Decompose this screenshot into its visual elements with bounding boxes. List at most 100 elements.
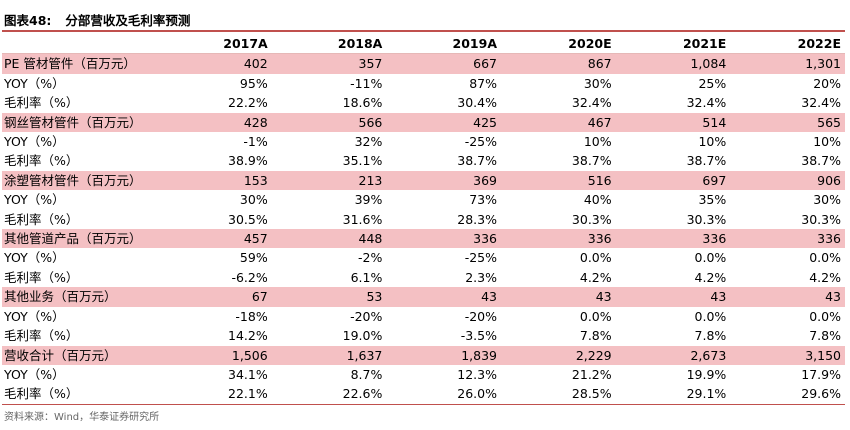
table-cell: 10% bbox=[813, 134, 841, 150]
table-cell: 1,637 bbox=[271, 345, 387, 365]
table-cell: 4.2% bbox=[694, 269, 727, 285]
table-row: 毛利率（%） 30.5% 31.6% 28.3% 30.3% 30.3% 30.3% bbox=[2, 210, 845, 229]
table-cell: 22.1% bbox=[157, 384, 272, 405]
column-header: 2020E bbox=[568, 36, 612, 51]
table-cell: 53 bbox=[271, 287, 387, 307]
table-cell: 25% bbox=[698, 75, 727, 91]
table-cell: 30.3% bbox=[801, 211, 841, 227]
table-cell: 10% bbox=[698, 134, 727, 150]
row-label: 其他业务（百万元） bbox=[2, 287, 158, 307]
row-label: YOY（%） bbox=[4, 134, 65, 150]
table-cell: 39% bbox=[354, 192, 383, 208]
table-cell: 8.7% bbox=[350, 366, 383, 382]
table-row: 涂塑管材管件（百万元） 153 213 369 516 697 906 bbox=[2, 170, 845, 191]
table-cell: 19.9% bbox=[686, 366, 727, 382]
table-cell: 30.3% bbox=[686, 211, 727, 227]
figure-title: 图表48: 分部营收及毛利率预测 bbox=[4, 10, 190, 29]
table-cell: 0.0% bbox=[809, 250, 841, 266]
column-header: 2022E bbox=[797, 36, 841, 51]
table-row: YOY（%） 30% 39% 73% 40% 35% 30% bbox=[2, 190, 845, 209]
header-row: 2017A 2018A 2019A 2020E 2021E 2022E bbox=[2, 34, 845, 54]
table-cell: 17.9% bbox=[801, 366, 841, 382]
table-cell: 87% bbox=[469, 75, 497, 91]
table-row: 毛利率（%） 14.2% 19.0% -3.5% 7.8% 7.8% 7.8% bbox=[2, 326, 845, 345]
table-cell: -25% bbox=[464, 250, 497, 266]
table-cell: -11% bbox=[350, 75, 383, 91]
table-cell: 336 bbox=[615, 229, 731, 249]
row-label: 毛利率（%） bbox=[4, 211, 79, 227]
table-cell: 29.1% bbox=[615, 384, 731, 405]
table-cell: 43 bbox=[501, 287, 616, 307]
table-cell: -18% bbox=[235, 308, 268, 324]
table-cell: 32.4% bbox=[686, 95, 727, 111]
table-cell: 153 bbox=[157, 170, 272, 191]
table-cell: 566 bbox=[271, 112, 387, 133]
table-cell: 38.9% bbox=[228, 153, 268, 169]
row-label: 毛利率（%） bbox=[4, 95, 79, 111]
row-label: YOY（%） bbox=[4, 366, 65, 382]
table-row: YOY（%） -18% -20% -20% 0.0% 0.0% 0.0% bbox=[2, 307, 845, 326]
table-cell: 369 bbox=[386, 170, 501, 191]
header-blank bbox=[2, 34, 157, 54]
table-cell: 28.3% bbox=[457, 211, 497, 227]
table-cell: 467 bbox=[501, 112, 616, 133]
table-cell: 0.0% bbox=[694, 308, 727, 324]
table-cell: 2,229 bbox=[501, 345, 616, 365]
table-cell: 425 bbox=[386, 112, 501, 133]
table-cell: 38.7% bbox=[457, 153, 497, 169]
row-label: 毛利率（%） bbox=[4, 269, 79, 285]
row-label: 涂塑管材管件（百万元） bbox=[2, 170, 158, 191]
figure-caption: 分部营收及毛利率预测 bbox=[65, 13, 191, 28]
table-cell: 43 bbox=[730, 287, 845, 307]
table-cell: 667 bbox=[386, 53, 501, 74]
table-cell: 38.7% bbox=[801, 153, 841, 169]
row-label: YOY（%） bbox=[4, 250, 65, 266]
table-row: YOY（%） 34.1% 8.7% 12.3% 21.2% 19.9% 17.9% bbox=[2, 365, 845, 384]
table-cell: 697 bbox=[615, 170, 731, 191]
table-row: YOY（%） 59% -2% -25% 0.0% 0.0% 0.0% bbox=[2, 248, 845, 267]
table-cell: 1,301 bbox=[730, 53, 845, 74]
row-label: YOY（%） bbox=[4, 308, 65, 324]
table-cell: 7.8% bbox=[579, 328, 612, 344]
forecast-table: 2017A 2018A 2019A 2020E 2021E 2022E PE 管… bbox=[2, 34, 845, 405]
table-cell: 6.1% bbox=[350, 269, 383, 285]
table-cell: 28.5% bbox=[501, 384, 616, 405]
table-cell: 43 bbox=[386, 287, 501, 307]
table-cell: 0.0% bbox=[809, 308, 841, 324]
table-cell: 0.0% bbox=[579, 308, 612, 324]
table-cell: 67 bbox=[157, 287, 272, 307]
table-cell: 448 bbox=[271, 229, 387, 249]
table-cell: 336 bbox=[501, 229, 616, 249]
table-cell: 32% bbox=[354, 134, 383, 150]
table-cell: -20% bbox=[350, 308, 383, 324]
table-cell: 1,506 bbox=[157, 345, 272, 365]
table-cell: 3,150 bbox=[730, 345, 845, 365]
table-cell: 21.2% bbox=[571, 366, 612, 382]
column-header: 2021E bbox=[682, 36, 727, 51]
table-cell: 1,839 bbox=[386, 345, 501, 365]
column-header: 2019A bbox=[452, 36, 497, 51]
table-cell: 40% bbox=[583, 192, 612, 208]
table-cell: -2% bbox=[358, 250, 383, 266]
table-cell: 30% bbox=[239, 192, 268, 208]
table-cell: -3.5% bbox=[460, 328, 497, 344]
table-cell: 0.0% bbox=[694, 250, 727, 266]
top-rule bbox=[2, 30, 845, 32]
table-cell: 428 bbox=[157, 112, 272, 133]
table-row: 营收合计（百万元） 1,506 1,637 1,839 2,229 2,673 3,150 bbox=[2, 345, 845, 365]
table-cell: 457 bbox=[157, 229, 272, 249]
row-label: PE 管材管件（百万元） bbox=[2, 53, 158, 74]
figure-number: 图表48: bbox=[4, 13, 52, 28]
row-label: 毛利率（%） bbox=[4, 328, 79, 344]
table-cell: 4.2% bbox=[809, 269, 841, 285]
table-cell: 30% bbox=[813, 192, 841, 208]
table-cell: -25% bbox=[464, 134, 497, 150]
table-cell: 516 bbox=[501, 170, 616, 191]
table-cell: 906 bbox=[730, 170, 845, 191]
table-cell: 7.8% bbox=[809, 328, 841, 344]
table-row: 毛利率（%） 38.9% 35.1% 38.7% 38.7% 38.7% 38.7% bbox=[2, 151, 845, 170]
table-row: 其他管道产品（百万元） 457 448 336 336 336 336 bbox=[2, 229, 845, 249]
table-cell: 35.1% bbox=[342, 153, 383, 169]
row-label: YOY（%） bbox=[4, 192, 65, 208]
table-cell: 30.3% bbox=[571, 211, 612, 227]
